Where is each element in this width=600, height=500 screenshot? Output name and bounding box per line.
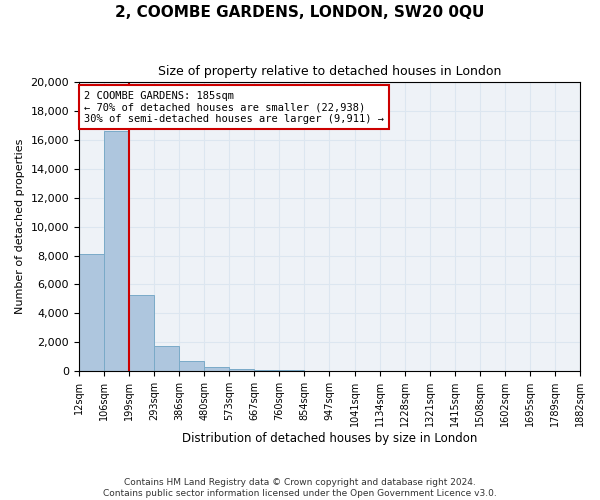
Bar xyxy=(280,370,304,371)
Bar xyxy=(154,346,179,371)
X-axis label: Distribution of detached houses by size in London: Distribution of detached houses by size … xyxy=(182,432,477,445)
Bar xyxy=(179,361,204,371)
Bar xyxy=(254,370,280,371)
Bar xyxy=(79,254,104,371)
Text: Contains HM Land Registry data © Crown copyright and database right 2024.
Contai: Contains HM Land Registry data © Crown c… xyxy=(103,478,497,498)
Bar xyxy=(104,131,129,371)
Bar xyxy=(129,294,154,371)
Bar xyxy=(204,366,229,371)
Y-axis label: Number of detached properties: Number of detached properties xyxy=(15,139,25,314)
Title: Size of property relative to detached houses in London: Size of property relative to detached ho… xyxy=(158,65,501,78)
Text: 2, COOMBE GARDENS, LONDON, SW20 0QU: 2, COOMBE GARDENS, LONDON, SW20 0QU xyxy=(115,5,485,20)
Text: 2 COOMBE GARDENS: 185sqm
← 70% of detached houses are smaller (22,938)
30% of se: 2 COOMBE GARDENS: 185sqm ← 70% of detach… xyxy=(84,90,384,124)
Bar xyxy=(229,369,254,371)
